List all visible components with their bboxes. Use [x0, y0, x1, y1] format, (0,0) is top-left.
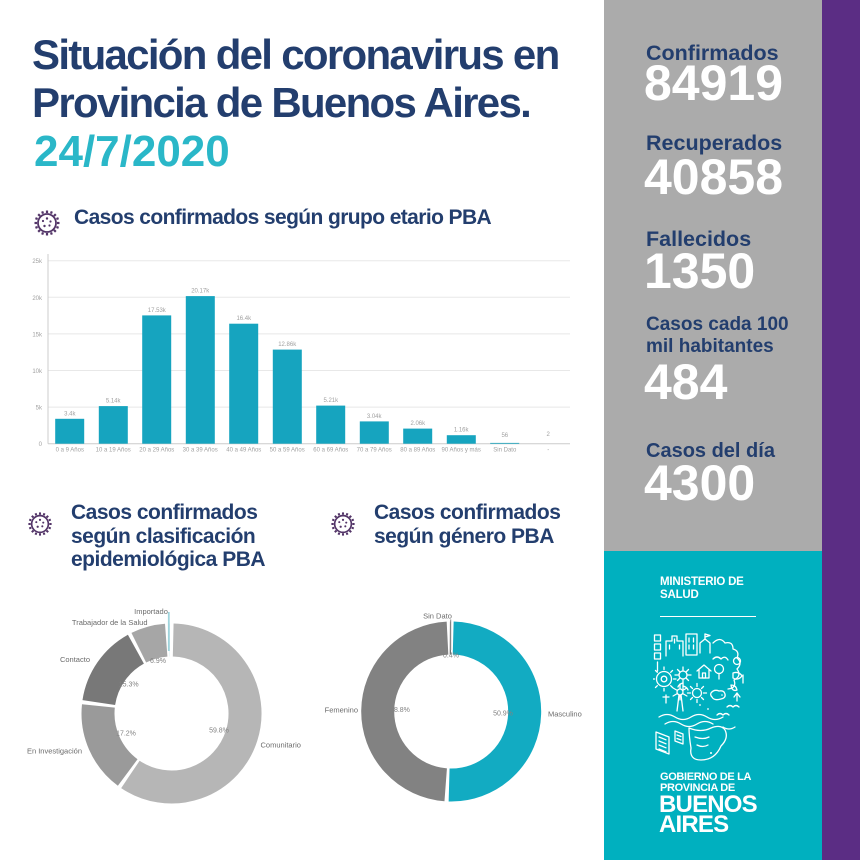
svg-text:1.16k: 1.16k — [454, 428, 470, 434]
svg-text:15k: 15k — [32, 332, 43, 338]
svg-text:5.14k: 5.14k — [106, 399, 122, 405]
svg-text:-: - — [547, 448, 549, 454]
svg-text:25k: 25k — [32, 259, 43, 265]
svg-text:17.53k: 17.53k — [148, 308, 167, 314]
svg-text:5k: 5k — [36, 406, 43, 412]
svg-text:40 a 49 Años: 40 a 49 Años — [226, 448, 261, 454]
svg-text:70 a 79 Años: 70 a 79 Años — [357, 448, 392, 454]
svg-text:Trabajador de la Salud: Trabajador de la Salud — [72, 618, 148, 627]
svg-text:10 a 19 Años: 10 a 19 Años — [96, 448, 131, 454]
svg-text:12.86k: 12.86k — [278, 342, 297, 348]
svg-text:20.17k: 20.17k — [191, 289, 210, 295]
svg-text:Femenino: Femenino — [325, 706, 358, 715]
svg-text:Sin Dato: Sin Dato — [493, 448, 517, 454]
svg-text:En Investigación: En Investigación — [27, 747, 82, 756]
svg-text:6.9%: 6.9% — [150, 658, 166, 665]
svg-text:50.9%: 50.9% — [493, 711, 513, 718]
svg-text:20 a 29 Años: 20 a 29 Años — [139, 448, 174, 454]
svg-text:Sin Dato: Sin Dato — [423, 612, 452, 621]
svg-text:0: 0 — [39, 442, 43, 448]
svg-text:17.2%: 17.2% — [116, 731, 136, 738]
svg-text:20k: 20k — [32, 296, 43, 302]
svg-text:16.4k: 16.4k — [236, 316, 252, 322]
svg-text:60 a 69 Años: 60 a 69 Años — [313, 448, 348, 454]
svg-text:30 a 39 Años: 30 a 39 Años — [183, 448, 218, 454]
svg-text:Importado: Importado — [134, 607, 168, 616]
svg-text:5.21k: 5.21k — [323, 398, 339, 404]
svg-text:2: 2 — [547, 432, 551, 438]
svg-text:56: 56 — [501, 433, 508, 439]
svg-text:59.8%: 59.8% — [209, 728, 229, 735]
svg-text:48.8%: 48.8% — [390, 707, 410, 714]
svg-text:Masculino: Masculino — [548, 710, 582, 719]
svg-text:2.06k: 2.06k — [410, 421, 426, 427]
svg-text:0.4%: 0.4% — [443, 653, 459, 660]
svg-text:3.4k: 3.4k — [64, 411, 76, 417]
svg-text:80 a 89 Años: 80 a 89 Años — [400, 448, 435, 454]
svg-text:50 a 59 Años: 50 a 59 Años — [270, 448, 305, 454]
svg-text:3.04k: 3.04k — [367, 414, 383, 420]
svg-text:90 Años y más: 90 Años y más — [442, 448, 481, 454]
svg-text:15.3%: 15.3% — [119, 682, 139, 689]
svg-text:Contacto: Contacto — [60, 655, 90, 664]
svg-text:Comunitario: Comunitario — [261, 741, 301, 750]
svg-text:0 a 9 Años: 0 a 9 Años — [56, 448, 84, 454]
svg-text:10k: 10k — [32, 369, 43, 375]
